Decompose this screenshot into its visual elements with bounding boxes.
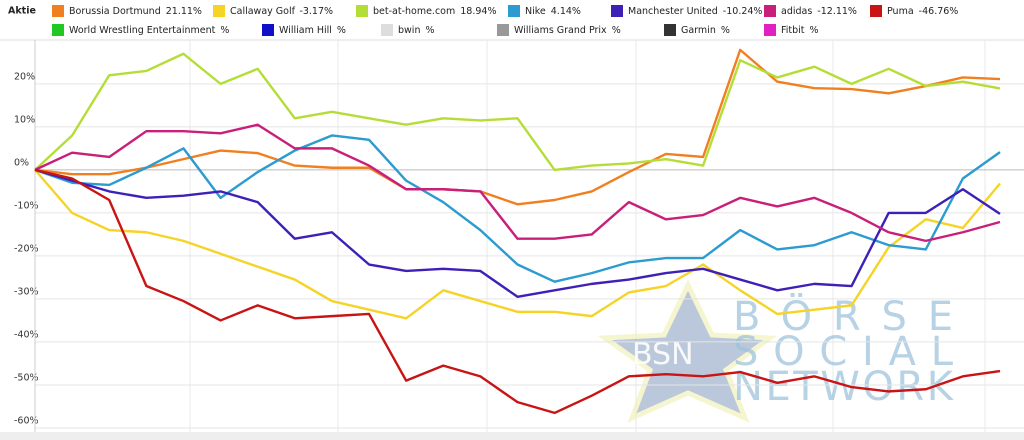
legend-label: Manchester United -10.24% [628, 6, 762, 17]
legend-swatch [764, 24, 776, 36]
legend-value: -3.17% [299, 6, 333, 17]
legend-title: Aktie [8, 6, 36, 17]
legend-label: bet-at-home.com 18.94% [373, 6, 496, 17]
series-line [34, 52, 1001, 172]
legend-value: -10.24% [723, 6, 763, 17]
watermark-logo: BSN [632, 337, 694, 372]
legend-swatch [262, 24, 274, 36]
legend-label: William Hill% [279, 25, 346, 36]
legend-value: % [810, 25, 819, 36]
legend-label: Garmin% [681, 25, 730, 36]
legend-value: % [337, 25, 346, 36]
y-tick-label: -40% [14, 329, 39, 340]
legend-label: World Wrestling Entertainment% [69, 25, 229, 36]
series-line [34, 168, 1001, 298]
y-tick-label: 20% [14, 71, 35, 82]
legend-label: Nike 4.14% [525, 6, 581, 17]
y-tick-label: -60% [14, 415, 39, 426]
legend-swatch [497, 24, 509, 36]
legend-name: Williams Grand Prix [514, 25, 607, 36]
legend-swatch [611, 5, 623, 17]
legend-name: Puma [887, 6, 914, 17]
legend-label: Fitbit% [781, 25, 819, 36]
legend-swatch [381, 24, 393, 36]
series-line [34, 169, 1001, 320]
y-tick-label: -20% [14, 243, 39, 254]
y-tick-label: 0% [14, 157, 29, 168]
legend-name: Garmin [681, 25, 716, 36]
legend-label: Puma -46.76% [887, 6, 958, 17]
legend-value: -46.76% [919, 6, 959, 17]
legend-label: Borussia Dortmund 21.11% [69, 6, 202, 17]
legend-value: % [612, 25, 621, 36]
legend-label: Callaway Golf -3.17% [230, 6, 333, 17]
legend-label: Williams Grand Prix% [514, 25, 621, 36]
scroll-band [0, 432, 1024, 440]
legend-name: World Wrestling Entertainment [69, 25, 216, 36]
legend-value: -12.11% [817, 6, 857, 17]
legend-name: Callaway Golf [230, 6, 296, 17]
legend-name: William Hill [279, 25, 332, 36]
legend-label: bwin% [398, 25, 435, 36]
legend-value: % [721, 25, 730, 36]
legend-swatch [356, 5, 368, 17]
legend-name: Borussia Dortmund [69, 6, 161, 17]
series-line [34, 134, 1001, 283]
legend-value: % [425, 25, 434, 36]
series-line [34, 168, 1001, 415]
y-tick-label: -50% [14, 372, 39, 383]
series-line [34, 48, 1001, 206]
y-tick-label: -30% [14, 286, 39, 297]
legend-value: 21.11% [166, 6, 202, 17]
legend-swatch [870, 5, 882, 17]
series-line [34, 123, 1001, 243]
legend-value: 4.14% [551, 6, 581, 17]
legend-name: Fitbit [781, 25, 805, 36]
legend-name: Manchester United [628, 6, 718, 17]
legend-value: % [220, 25, 229, 36]
watermark-text: NETWORK [733, 364, 955, 410]
legend-swatch [764, 5, 776, 17]
legend-name: adidas [781, 6, 812, 17]
legend-value: 18.94% [460, 6, 496, 17]
y-tick-label: 10% [14, 114, 35, 125]
legend-label: adidas -12.11% [781, 6, 857, 17]
legend-name: bet-at-home.com [373, 6, 455, 17]
legend-swatch [52, 5, 64, 17]
legend-name: bwin [398, 25, 420, 36]
legend-swatch [664, 24, 676, 36]
legend-swatch [52, 24, 64, 36]
y-tick-label: -10% [14, 200, 39, 211]
legend-swatch [213, 5, 225, 17]
legend-name: Nike [525, 6, 546, 17]
legend-swatch [508, 5, 520, 17]
